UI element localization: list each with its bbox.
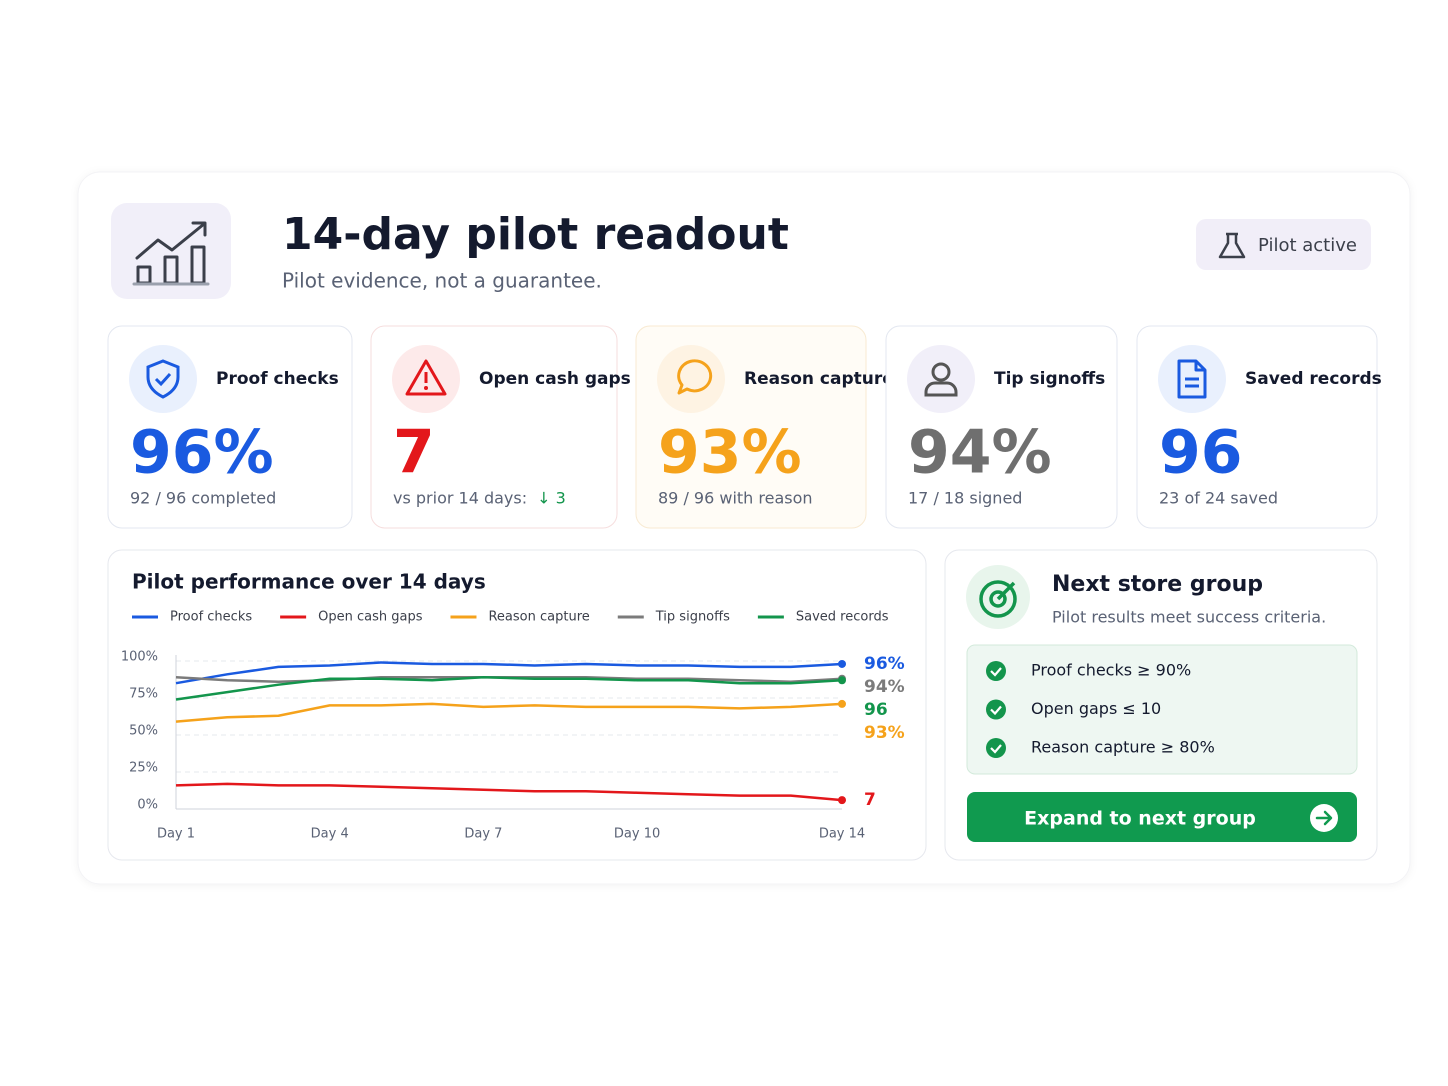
end-point [838, 676, 846, 685]
criteria-list: Proof checks ≥ 90% Open gaps ≤ 10 Reason c… [986, 661, 1215, 758]
end-label: 7 [864, 790, 876, 810]
kpi-icon-bg [657, 345, 725, 413]
page-title: 14-day pilot readout [282, 209, 789, 260]
kpi-title: Proof checks [216, 369, 339, 389]
criteria-box [966, 644, 1358, 775]
check-mark [990, 744, 1002, 754]
kpi-sub: 92 / 96 completed [130, 489, 276, 508]
kpi-title: Open cash gaps [479, 369, 631, 389]
kpi-icon [677, 359, 713, 395]
end-point [838, 699, 846, 708]
button-arrow[interactable] [1315, 810, 1333, 826]
kpi-title: Tip signoffs [994, 369, 1105, 389]
y-tick-label: 0% [137, 798, 158, 813]
check-icon [986, 738, 1006, 758]
kpi-value: 94% [908, 418, 1052, 488]
check-mark [990, 667, 1002, 677]
kpi-icon-bg [129, 345, 197, 413]
check-icon [986, 661, 1006, 681]
legend-label: Tip signoffs [655, 610, 730, 625]
badge-label: Pilot active [1258, 235, 1357, 256]
kpi-delta: ↓ 3 [537, 489, 566, 508]
kpi-icon [924, 362, 958, 397]
kpi-row: Proof checks 96%92 / 96 completed Open cas… [107, 325, 1382, 529]
kpi-value: 96% [130, 418, 274, 488]
y-tick-label: 50% [129, 724, 158, 739]
kpi-icon [405, 359, 447, 396]
kpi-title: Reason capture [744, 369, 894, 389]
criterion: Open gaps ≤ 10 [1031, 699, 1161, 718]
line-chart: Proof checks Open cash gaps Reason capture… [121, 610, 905, 842]
kpi-sub: vs prior 14 days: [393, 489, 527, 508]
legend-label: Saved records [796, 610, 889, 625]
check-mark [990, 705, 1002, 716]
button-label[interactable]: Expand to next group [1024, 808, 1256, 830]
page-subtitle: Pilot evidence, not a guarantee. [282, 269, 602, 293]
x-tick-label: Day 10 [614, 827, 660, 842]
x-tick-label: Day 7 [464, 827, 502, 842]
criterion: Reason capture ≥ 80% [1031, 738, 1215, 757]
y-tick-label: 25% [129, 761, 158, 776]
end-point [838, 796, 846, 805]
y-tick-label: 100% [121, 650, 158, 665]
legend-label: Proof checks [170, 610, 252, 625]
series-line [175, 661, 843, 685]
chart-title: Pilot performance over 14 days [132, 570, 486, 594]
flask-icon [1218, 232, 1246, 259]
next-group-subtitle: Pilot results meet success criteria. [1052, 608, 1326, 627]
chart-icon [132, 221, 210, 286]
kpi-value: 93% [658, 418, 802, 488]
kpi-sub: 17 / 18 signed [908, 489, 1022, 508]
criterion: Proof checks ≥ 90% [1031, 661, 1191, 680]
legend-label: Reason capture [488, 610, 589, 625]
end-label: 96% [864, 654, 905, 674]
end-label: 96 [864, 700, 888, 720]
kpi-value: 7 [393, 418, 435, 488]
target-icon [979, 580, 1017, 618]
end-label: 93% [864, 723, 905, 743]
kpi-title: Saved records [1245, 369, 1382, 389]
series-line [175, 782, 843, 802]
x-tick-label: Day 1 [157, 827, 195, 842]
y-tick-label: 75% [129, 687, 158, 702]
end-point [838, 659, 846, 668]
kpi-icon [1177, 359, 1207, 399]
x-tick-label: Day 14 [819, 827, 865, 842]
kpi-icon [146, 359, 180, 399]
series-line [175, 702, 843, 723]
kpi-sub: 89 / 96 with reason [658, 489, 813, 508]
check-icon [986, 699, 1006, 720]
kpi-value: 96 [1159, 418, 1243, 488]
end-label: 94% [864, 677, 905, 697]
next-group-title: Next store group [1052, 572, 1263, 597]
series-line [175, 676, 843, 701]
kpi-sub: 23 of 24 saved [1159, 489, 1278, 508]
expand-button[interactable] [967, 792, 1357, 842]
x-tick-label: Day 4 [311, 827, 349, 842]
legend-label: Open cash gaps [318, 610, 423, 625]
